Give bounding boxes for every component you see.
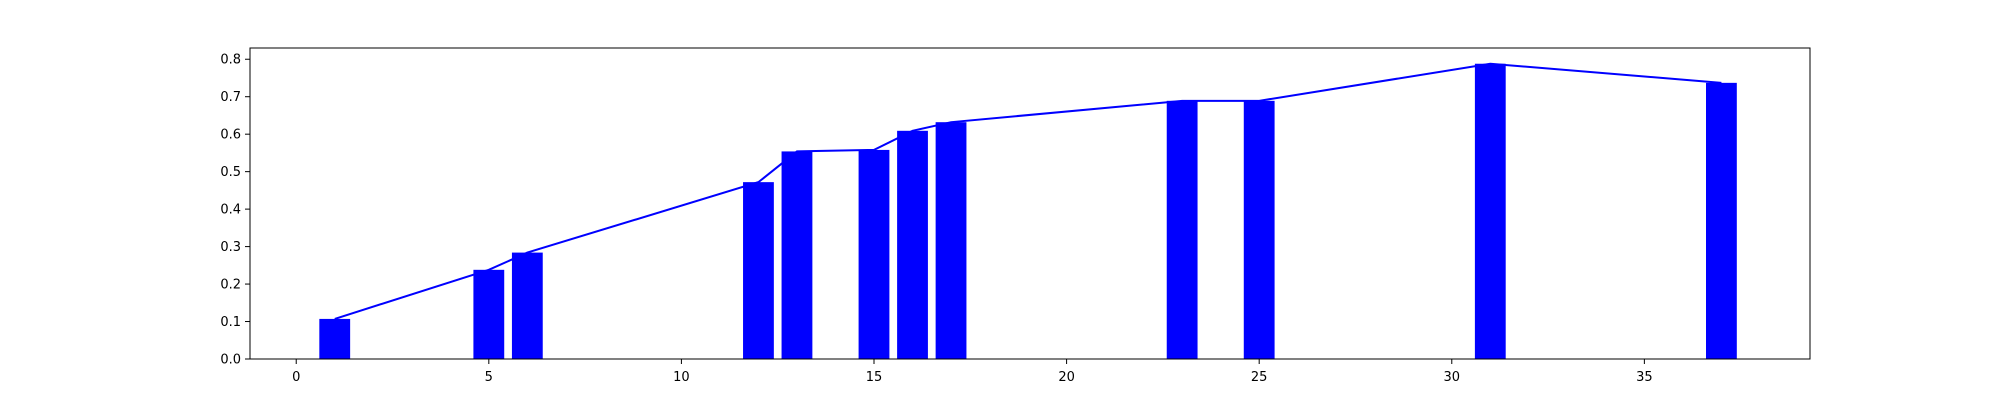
y-tick-label: 0.7 [220,90,241,105]
bar [897,130,928,359]
y-tick-label: 0.1 [220,315,241,330]
bar [1166,100,1198,359]
y-tick-label: 0.2 [220,278,241,293]
x-tick-label: 15 [866,370,883,385]
series-line [334,62,1722,320]
line-layer [334,62,1722,320]
bar [743,182,774,359]
x-tick-label: 0 [292,370,300,385]
bar [319,318,351,359]
bar [781,151,813,359]
y-tick-label: 0.0 [220,353,241,368]
y-axis: 0.0 0.1 0.2 0.3 0.4 0.5 0.6 0.7 0.8 [220,53,250,368]
y-tick-label: 0.4 [220,203,241,218]
y-tick-label: 0.8 [220,53,241,68]
bar [935,122,967,359]
bar [473,269,505,359]
bars-layer [319,63,1737,360]
bar [1474,63,1506,360]
x-tick-label: 30 [1444,370,1461,385]
x-tick-label: 10 [673,370,690,385]
x-tick-label: 35 [1636,370,1653,385]
bar [1706,82,1737,359]
x-tick-label: 25 [1251,370,1268,385]
plot-frame [249,47,1811,360]
bar [511,252,543,359]
x-axis: 0 5 10 15 20 25 30 35 [292,359,1653,385]
y-tick-label: 0.3 [220,240,241,255]
x-tick-label: 20 [1058,370,1075,385]
y-tick-label: 0.5 [220,165,241,180]
x-tick-label: 5 [485,370,493,385]
bar [858,149,890,359]
y-tick-label: 0.6 [220,128,241,143]
bar [1243,100,1275,359]
